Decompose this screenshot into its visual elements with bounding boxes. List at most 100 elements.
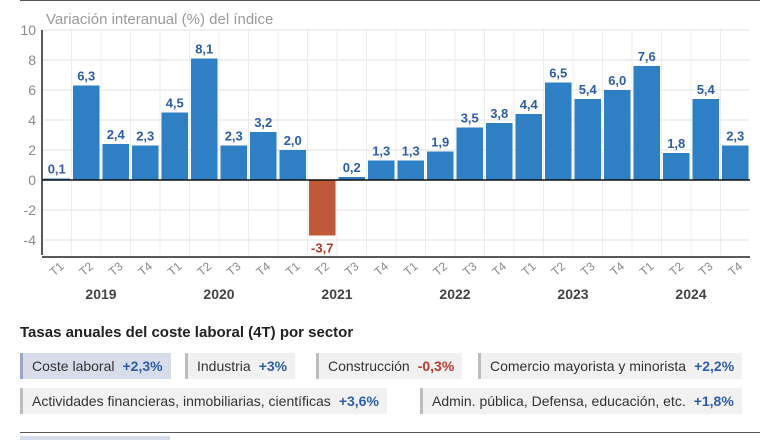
x-tick-label: T3: [106, 259, 126, 279]
x-tick-label: T1: [637, 259, 657, 279]
data-label: 2,0: [284, 133, 302, 148]
x-tick-label: T2: [666, 259, 686, 279]
x-tick-label: T4: [253, 259, 273, 279]
bar: [72, 85, 100, 180]
bar: [220, 145, 248, 180]
top-divider: [20, 0, 760, 1]
bar: [574, 99, 602, 180]
x-tick-label: T4: [725, 259, 745, 279]
x-tick-label: T1: [283, 259, 303, 279]
sector-chip-value: +2,2%: [694, 358, 735, 374]
sector-chip-label: Coste laboral: [32, 358, 115, 374]
data-label: 5,4: [579, 82, 598, 97]
bar: [456, 127, 484, 180]
data-label: 3,2: [254, 115, 272, 130]
bar: [692, 99, 720, 180]
bar: [633, 66, 661, 180]
bar: [279, 150, 307, 180]
x-tick-label: T2: [430, 259, 450, 279]
data-label: 2,3: [726, 129, 744, 144]
year-label: 2020: [203, 286, 234, 302]
y-tick-label: 2: [28, 142, 36, 158]
y-tick-label: 6: [28, 82, 36, 98]
year-label: 2022: [439, 286, 470, 302]
bar: [161, 112, 189, 180]
year-label: 2019: [85, 286, 116, 302]
data-label: 1,9: [431, 135, 449, 150]
y-tick-label: 10: [20, 22, 36, 38]
data-label: 6,3: [77, 69, 95, 84]
bar: [102, 144, 130, 180]
data-label: 2,4: [107, 127, 126, 142]
bar: [426, 151, 454, 180]
sector-chip-value: +3,6%: [338, 393, 379, 409]
sector-chip-label: Actividades financieras, inmobiliarias, …: [32, 393, 331, 409]
bar: [131, 145, 159, 180]
bar: [338, 177, 366, 180]
sector-chip-actividades-financieras[interactable]: Actividades financieras, inmobiliarias, …: [20, 388, 387, 414]
x-tick-label: T4: [371, 259, 391, 279]
x-tick-label: T2: [76, 259, 96, 279]
sector-chip-label: Industria: [197, 358, 251, 374]
bar: [721, 145, 749, 180]
partial-chip-edge: [20, 436, 170, 440]
sector-chip-label: Comercio mayorista y minorista: [490, 358, 687, 374]
data-label: 1,8: [667, 136, 685, 151]
bar: [397, 160, 425, 180]
data-label: 6,5: [549, 66, 567, 81]
bar: [515, 114, 543, 180]
sector-chip-label: Construcción: [328, 358, 410, 374]
year-label: 2024: [675, 286, 706, 302]
sector-chip-construccion[interactable]: Construcción -0,3%: [316, 353, 463, 379]
x-tick-label: T1: [519, 259, 539, 279]
y-tick-label: 8: [28, 52, 36, 68]
bar: [662, 153, 690, 180]
data-label: 8,1: [195, 42, 213, 57]
sector-chip-value: -0,3%: [417, 358, 455, 374]
data-label: -3,7: [311, 241, 333, 256]
x-tick-label: T1: [47, 259, 67, 279]
y-tick-label: 0: [28, 172, 36, 188]
data-label: 5,4: [697, 82, 716, 97]
bar: [367, 160, 395, 180]
data-label: 3,5: [461, 111, 479, 126]
x-tick-label: T3: [460, 259, 480, 279]
data-label: 7,6: [638, 49, 656, 64]
sector-chip-admin-publica[interactable]: Admin. pública, Defensa, educación, etc.…: [420, 388, 742, 414]
bar: [308, 180, 336, 236]
data-label: 2,3: [136, 129, 154, 144]
data-label: 1,3: [402, 144, 420, 159]
x-tick-label: T3: [224, 259, 244, 279]
bottom-divider: [20, 432, 760, 433]
x-tick-label: T4: [135, 259, 155, 279]
sector-chip-comercio[interactable]: Comercio mayorista y minorista +2,2%: [478, 353, 743, 379]
x-tick-label: T3: [342, 259, 362, 279]
data-label: 6,0: [608, 73, 626, 88]
bar: [249, 132, 277, 180]
data-label: 0,1: [48, 162, 66, 177]
y-tick-label: 4: [28, 112, 36, 128]
data-label: 2,3: [225, 129, 243, 144]
x-tick-label: T1: [165, 259, 185, 279]
x-tick-label: T2: [194, 259, 214, 279]
sector-chip-industria[interactable]: Industria +3%: [185, 353, 296, 379]
sector-chip-coste-laboral[interactable]: Coste laboral +2,3%: [20, 353, 171, 379]
y-tick-label: -4: [24, 232, 37, 248]
bar-chart: Variación interanual (%) del índice 10 8 6 4…: [20, 11, 750, 302]
year-label: 2023: [557, 286, 588, 302]
data-label: 4,4: [520, 97, 539, 112]
sector-chip-value: +3%: [258, 358, 288, 374]
sector-chip-label: Admin. pública, Defensa, educación, etc.: [432, 393, 686, 409]
data-label: 4,5: [166, 96, 184, 111]
x-tick-label: T3: [578, 259, 598, 279]
year-label: 2021: [321, 286, 352, 302]
x-tick-label: T3: [696, 259, 716, 279]
x-tick-label: T2: [312, 259, 332, 279]
data-label: 1,3: [372, 144, 390, 159]
x-tick-label: T2: [548, 259, 568, 279]
x-tick-label: T4: [489, 259, 509, 279]
data-label: 0,2: [343, 160, 361, 175]
bar: [190, 58, 218, 180]
sector-chip-value: +1,8%: [693, 393, 734, 409]
sector-chip-value: +2,3%: [122, 358, 163, 374]
